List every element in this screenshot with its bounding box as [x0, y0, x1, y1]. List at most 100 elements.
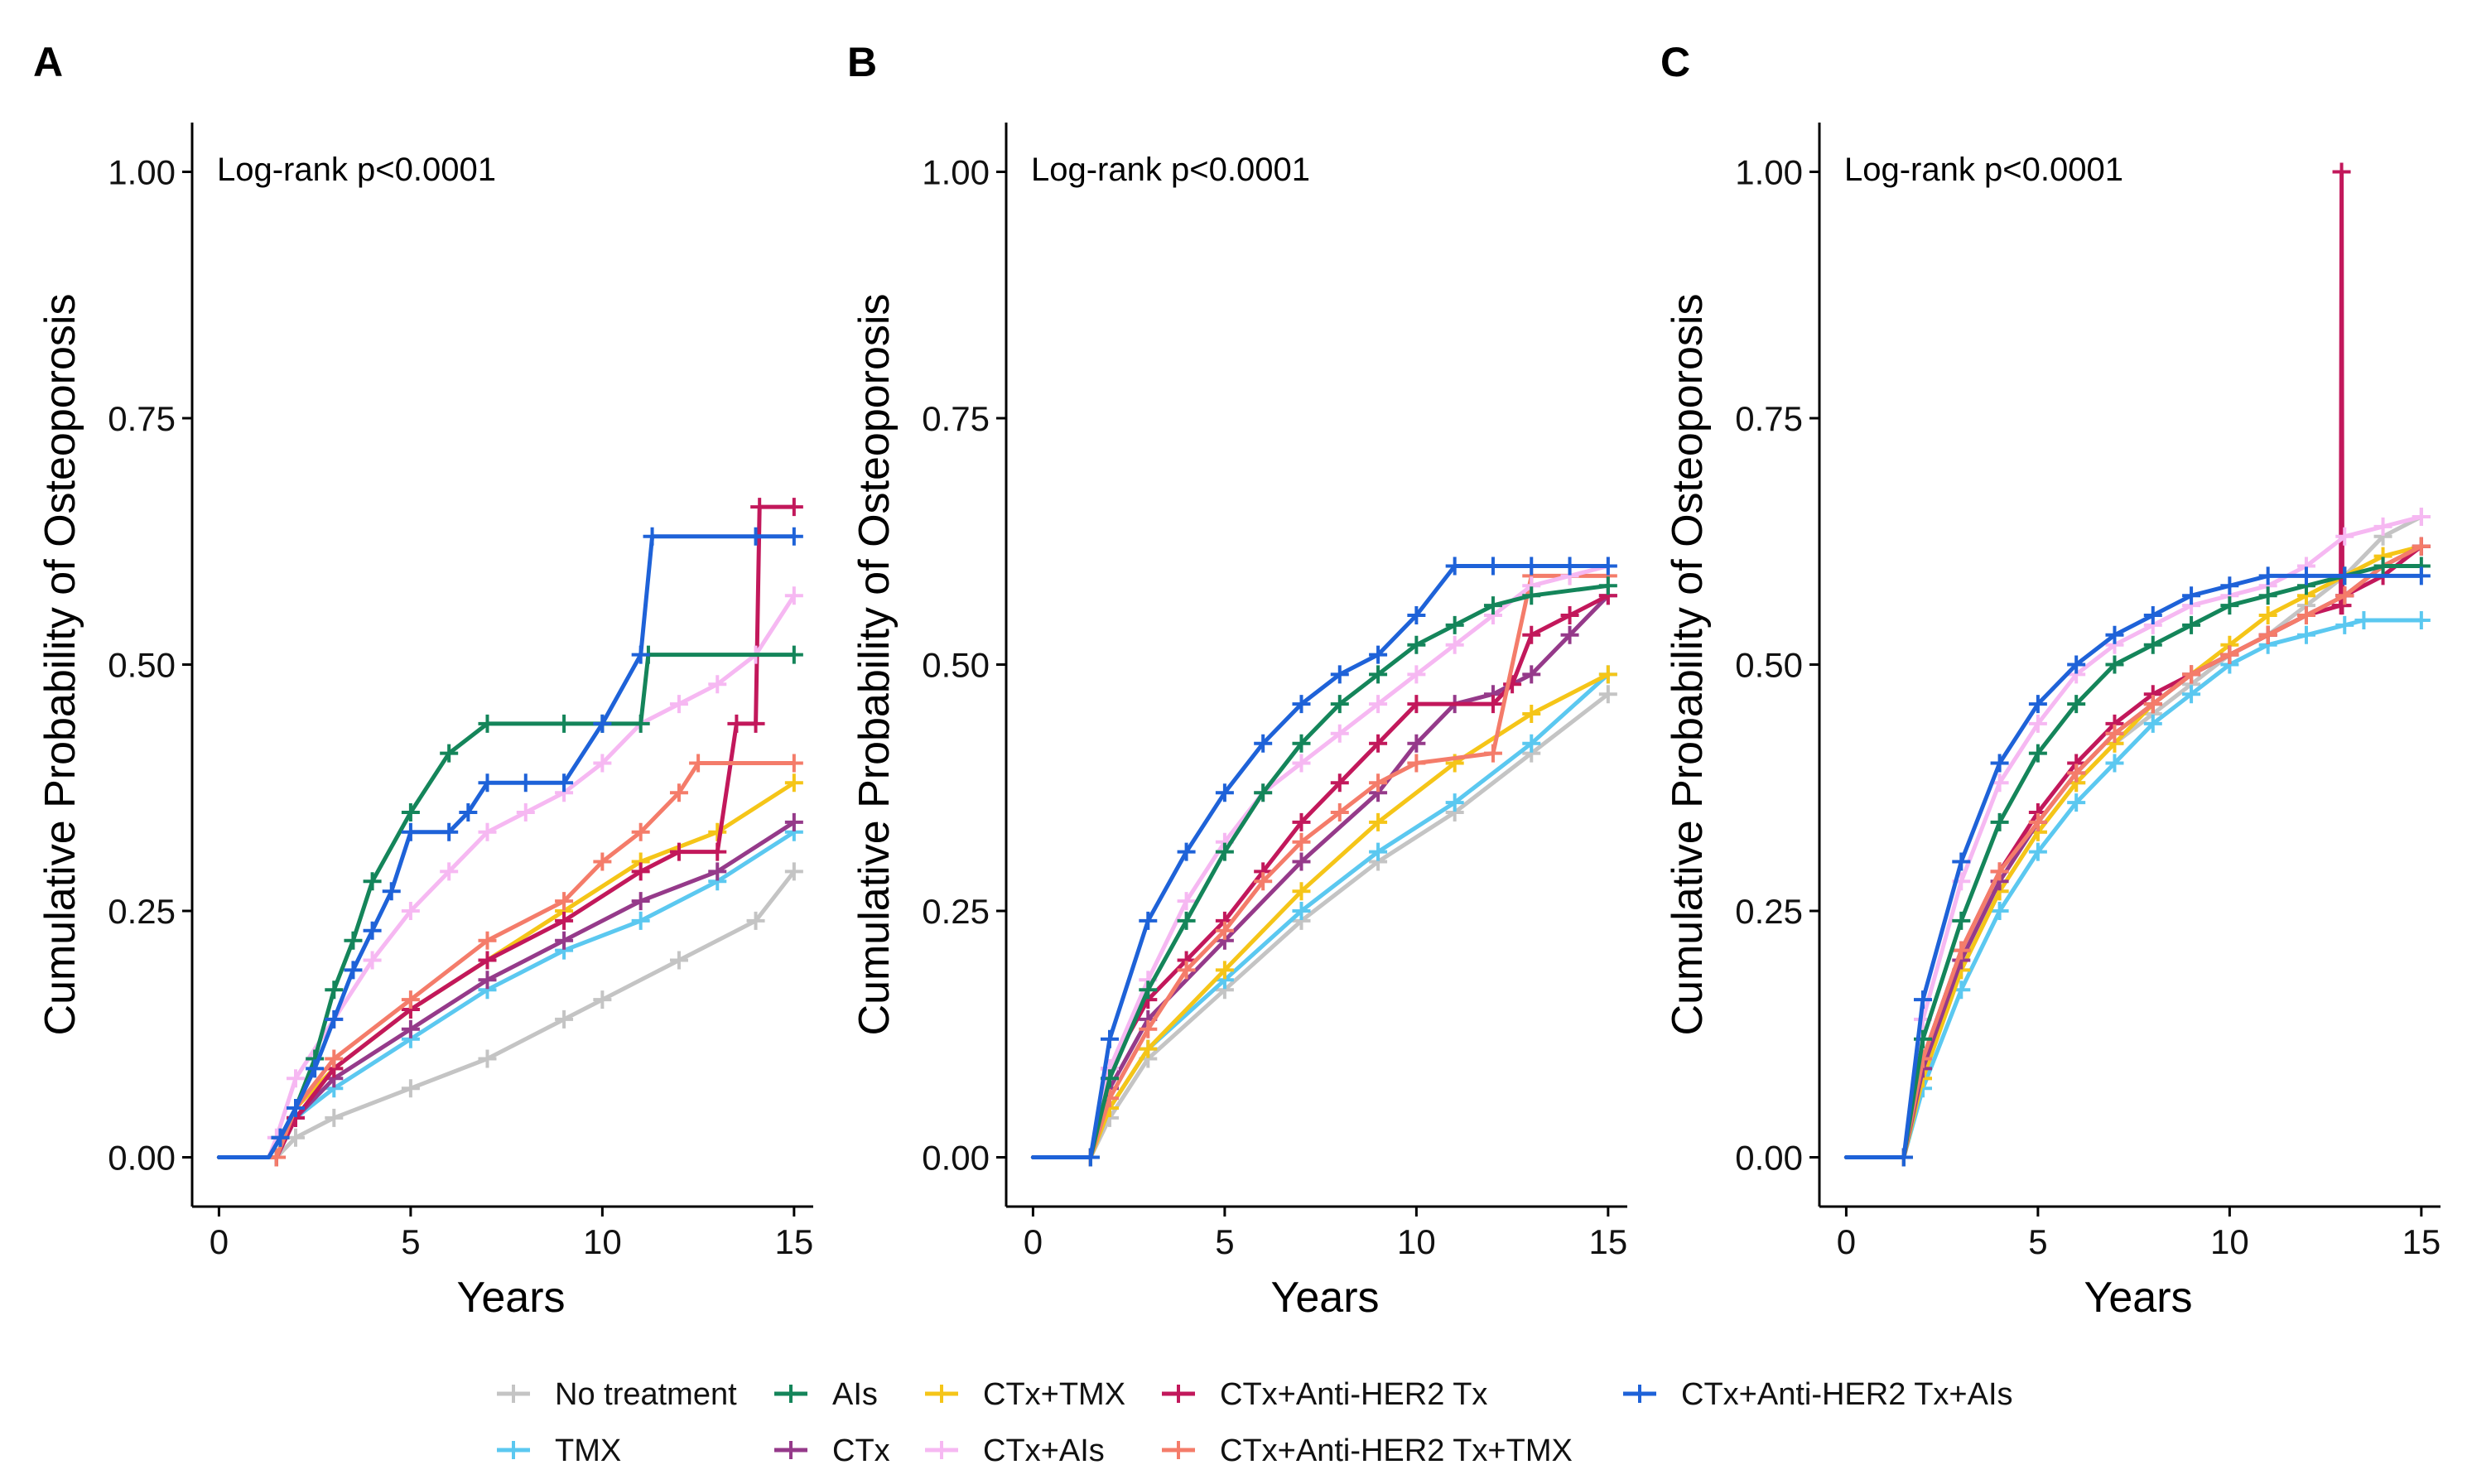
legend-swatch-mark	[932, 1385, 951, 1403]
censor-mark	[306, 1059, 325, 1078]
legend-label: CTx+Anti-HER2 Tx+TMX	[1220, 1433, 1573, 1468]
censor-mark	[2220, 596, 2239, 615]
y-tick-label: 0.25	[922, 892, 990, 931]
x-tick-label: 15	[1588, 1222, 1627, 1261]
censor-mark	[2220, 576, 2239, 595]
censor-mark	[2182, 586, 2201, 605]
censor-mark	[689, 754, 708, 773]
censor-mark	[1407, 754, 1426, 773]
censor-mark	[1177, 892, 1196, 911]
censor-mark	[1598, 576, 1617, 595]
censor-mark	[750, 498, 769, 517]
x-tick-label: 0	[210, 1222, 229, 1261]
legend-label: CTx+Anti-HER2 Tx	[1220, 1377, 1487, 1412]
legend: No treatment AIs CTx+TMX CTx+Anti-HER2 Tx CT…	[497, 1377, 2013, 1468]
censor-mark	[401, 1079, 420, 1098]
censor-mark	[401, 822, 420, 841]
censor-mark	[2373, 517, 2392, 536]
censor-mark	[555, 892, 574, 911]
censor-mark	[363, 921, 382, 940]
censor-mark	[1445, 556, 1464, 576]
censor-mark	[2067, 695, 2086, 714]
y-tick-label: 0.25	[1735, 892, 1803, 931]
censor-mark	[784, 498, 803, 517]
censor-mark	[1215, 783, 1234, 802]
censor-mark	[593, 714, 612, 733]
censor-mark	[1522, 734, 1541, 753]
censor-mark	[2105, 625, 2124, 644]
censor-mark	[440, 744, 459, 763]
censor-mark	[1101, 1029, 1119, 1048]
legend-label: AIs	[832, 1377, 878, 1412]
censor-mark	[746, 911, 765, 930]
censor-mark	[1369, 734, 1388, 753]
legend-label: CTx+AIs	[983, 1433, 1105, 1468]
censor-mark	[784, 754, 803, 773]
censor-mark	[1914, 990, 1932, 1009]
censor-mark	[1139, 1019, 1158, 1038]
censor-mark	[1139, 1039, 1158, 1058]
censor-mark	[478, 714, 497, 733]
legend-item: AIs	[774, 1377, 878, 1412]
censor-mark	[784, 862, 803, 881]
censor-mark	[669, 695, 688, 714]
panel-label: B	[847, 39, 877, 85]
censor-mark	[1407, 606, 1426, 624]
censor-mark	[2412, 537, 2431, 556]
censor-mark	[1139, 911, 1158, 930]
log-rank-annotation: Log-rank p<0.0001	[1031, 152, 1310, 188]
censor-mark	[555, 931, 574, 950]
censor-mark	[2373, 556, 2392, 576]
censor-mark	[2333, 596, 2352, 615]
censor-mark	[1330, 773, 1349, 793]
censor-mark	[631, 822, 650, 841]
legend-swatch-mark	[504, 1385, 523, 1403]
y-tick-label: 0.00	[1735, 1139, 1803, 1178]
series-group	[1030, 556, 1617, 1167]
legend-item: CTx+AIs	[925, 1433, 1105, 1468]
censor-mark	[1177, 842, 1196, 861]
censor-mark	[478, 773, 497, 793]
censor-mark	[2412, 610, 2431, 629]
censor-mark	[2028, 695, 2047, 714]
series-line	[1030, 691, 1611, 1159]
censor-mark	[344, 931, 363, 950]
censor-mark	[1522, 665, 1541, 684]
censor-mark	[2335, 586, 2354, 605]
series-line	[216, 653, 797, 1159]
y-tick-label: 0.50	[922, 646, 990, 685]
censor-mark	[516, 803, 535, 822]
censor-mark	[271, 1128, 290, 1147]
censor-mark	[1483, 744, 1502, 763]
censor-mark	[746, 527, 765, 546]
censor-mark	[1369, 645, 1388, 664]
censor-mark	[631, 862, 650, 881]
censor-mark	[784, 586, 803, 605]
censor-mark	[669, 783, 688, 802]
legend-swatch-mark	[1631, 1385, 1649, 1403]
censor-mark	[1598, 556, 1617, 576]
censor-mark	[478, 931, 497, 950]
censor-mark	[2335, 527, 2354, 546]
censor-mark	[2296, 606, 2315, 624]
censor-mark	[1292, 902, 1311, 920]
censor-mark	[1990, 754, 2009, 773]
censor-mark	[287, 1128, 305, 1147]
panel-A: A 0.00 0.25 0.50 0.75 1.00 0 5 10 15 Years Cumulati…	[33, 39, 813, 1322]
series-line	[1030, 583, 1611, 1159]
censor-mark	[1254, 872, 1273, 891]
censor-mark	[2028, 744, 2047, 763]
censor-mark	[1407, 695, 1426, 714]
legend-item: CTx+TMX	[925, 1377, 1125, 1412]
censor-mark	[1330, 665, 1349, 684]
censor-mark	[325, 1108, 344, 1127]
censor-mark	[2143, 606, 2162, 624]
censor-mark	[1483, 695, 1502, 714]
censor-mark	[1445, 615, 1464, 634]
censor-mark	[2143, 714, 2162, 733]
series-line	[216, 534, 797, 1159]
censor-mark	[401, 1019, 420, 1038]
censor-mark	[1598, 685, 1617, 704]
censor-mark	[1952, 911, 1971, 930]
legend-swatch-mark	[782, 1385, 800, 1403]
